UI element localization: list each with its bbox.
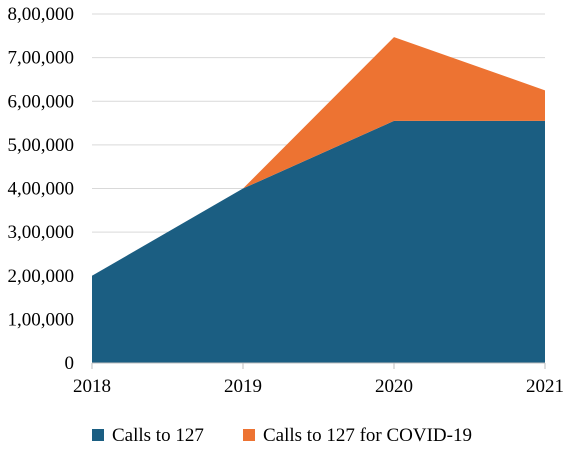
- axes: 0 1,00,000 2,00,000 3,00,000 4,00,000 5,00,00…: [8, 4, 565, 397]
- plot-areas: [92, 37, 545, 363]
- y-tick-label: 3,00,000: [8, 222, 75, 243]
- area-series-1: [92, 120, 545, 363]
- y-tick-label: 0: [65, 353, 75, 374]
- y-tick-label: 4,00,000: [8, 179, 75, 200]
- y-tick-label: 2,00,000: [8, 266, 75, 287]
- legend-swatch: [243, 429, 255, 441]
- y-tick-label: 5,00,000: [8, 135, 75, 156]
- y-tick-label: 1,00,000: [8, 309, 75, 330]
- x-tick-label: 2019: [224, 376, 262, 397]
- y-tick-label: 8,00,000: [8, 4, 75, 25]
- y-tick-label: 7,00,000: [8, 48, 75, 69]
- legend-swatch: [92, 429, 104, 441]
- x-tick-label: 2020: [375, 376, 413, 397]
- area-series-2: [92, 37, 545, 276]
- legend-label: Calls to 127 for COVID-19: [263, 425, 472, 446]
- legend: Calls to 127 Calls to 127 for COVID-19: [92, 425, 472, 446]
- legend-label: Calls to 127: [112, 425, 204, 446]
- x-tick-label: 2021: [526, 376, 564, 397]
- y-tick-label: 6,00,000: [8, 91, 75, 112]
- x-tick-label: 2018: [73, 376, 111, 397]
